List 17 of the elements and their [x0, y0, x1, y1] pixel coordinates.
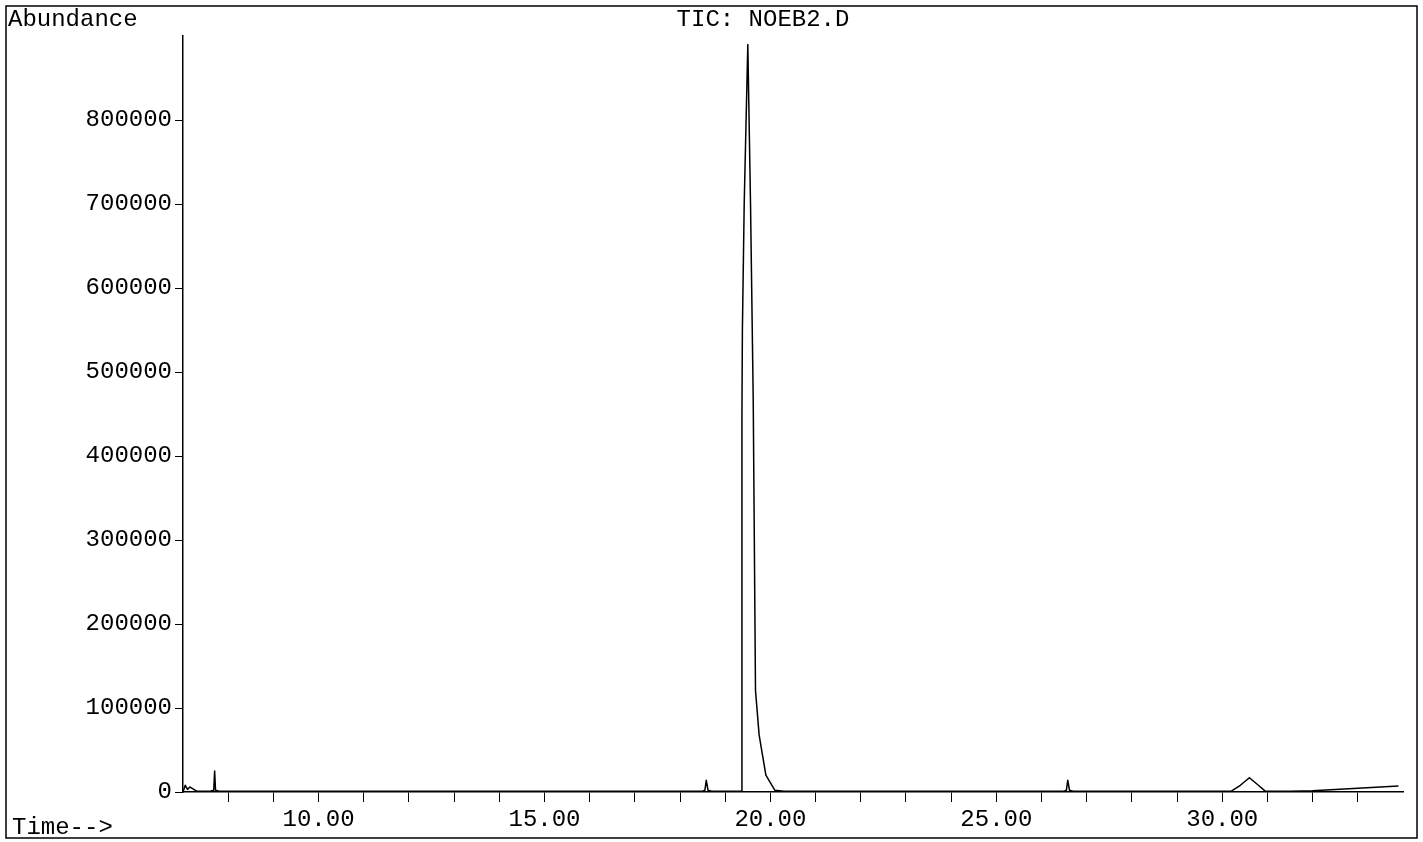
y-tick-label: 400000: [85, 442, 172, 470]
y-tick-label: 600000: [85, 274, 172, 302]
y-tick-label: 100000: [85, 694, 172, 722]
y-axis-title: Abundance: [8, 6, 138, 34]
y-tick-label: 800000: [85, 106, 172, 134]
y-tick-label: 200000: [85, 610, 172, 638]
y-tick-label: 0: [157, 778, 172, 806]
x-tick-label: 10.00: [282, 805, 355, 833]
y-tick-label: 300000: [85, 526, 172, 554]
x-tick-label: 15.00: [508, 805, 581, 833]
x-tick-label: 25.00: [960, 805, 1033, 833]
x-tick-label: 20.00: [734, 805, 807, 833]
chart-title: TIC: NOEB2.D: [676, 6, 850, 34]
x-axis-title: Time-->: [12, 814, 113, 842]
x-tick-label: 30.00: [1186, 805, 1259, 833]
y-tick-label: 500000: [85, 358, 172, 386]
y-tick-label: 700000: [85, 190, 172, 218]
